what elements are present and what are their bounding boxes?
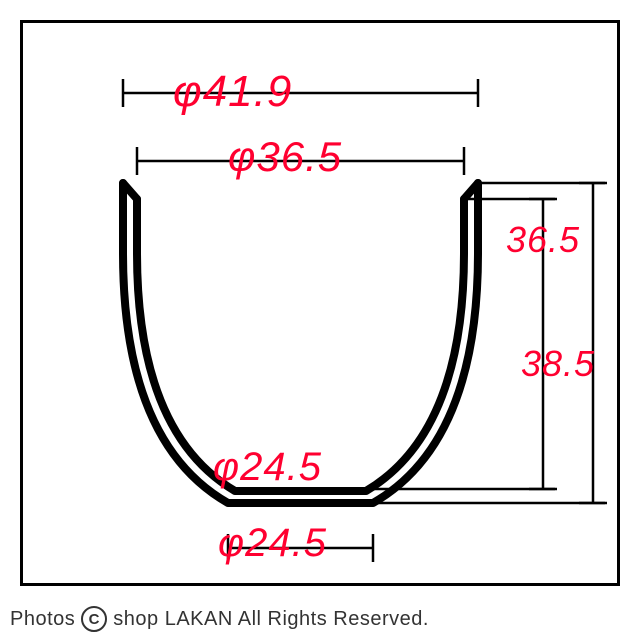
dim-label-dia-inner-top: φ36.5 — [228, 133, 342, 181]
diagram-frame: φ41.9 φ36.5 φ24.5 φ24.5 36.5 38.5 — [20, 20, 620, 586]
copyright-icon: C — [81, 606, 107, 632]
dim-label-dia-inner-bottom: φ24.5 — [213, 445, 322, 490]
dim-label-dia-outer-bottom: φ24.5 — [218, 521, 327, 566]
dim-label-height-outer-lbl: 38.5 — [521, 343, 595, 385]
footer-suffix: shop LAKAN All Rights Reserved. — [113, 608, 429, 631]
footer-prefix: Photos — [10, 608, 75, 631]
copyright-footer: Photos C shop LAKAN All Rights Reserved. — [0, 598, 640, 640]
dim-label-dia-outer-top: φ41.9 — [173, 67, 292, 117]
dim-label-height-inner-lbl: 36.5 — [506, 219, 580, 261]
diagram-svg — [23, 23, 617, 583]
